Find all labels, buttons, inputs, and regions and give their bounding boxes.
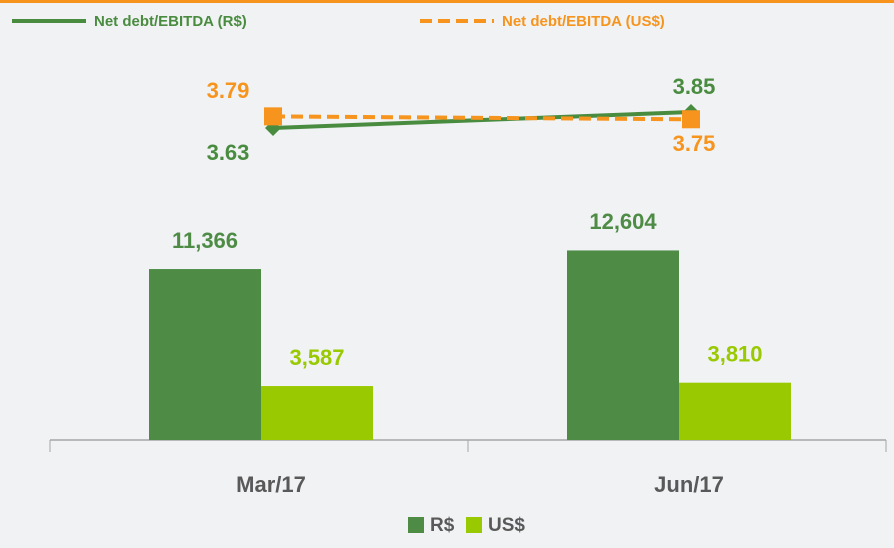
bar xyxy=(149,269,261,440)
bar-label: 12,604 xyxy=(589,209,657,234)
legend-label: Net debt/EBITDA (US$) xyxy=(502,13,665,30)
bar xyxy=(567,250,679,440)
legend-label: Net debt/EBITDA (R$) xyxy=(94,13,247,30)
top-border xyxy=(0,0,894,3)
bar xyxy=(261,386,373,440)
legend-swatch xyxy=(408,517,424,533)
bar-label: 3,587 xyxy=(289,345,344,370)
line-label: 3.79 xyxy=(207,78,250,103)
line xyxy=(272,110,692,130)
marker xyxy=(682,110,700,129)
legend-label: R$ xyxy=(430,515,455,536)
line-label: 3.75 xyxy=(673,131,716,156)
line xyxy=(272,114,692,122)
bar xyxy=(679,382,791,440)
marker xyxy=(264,107,282,126)
x-tick-label: Jun/17 xyxy=(654,472,724,497)
legend-label: US$ xyxy=(488,515,525,536)
bar-label: 11,366 xyxy=(172,228,238,253)
legend-swatch xyxy=(466,517,482,533)
bar-label: 3,810 xyxy=(707,342,762,367)
x-tick-label: Mar/17 xyxy=(236,472,306,497)
line-label: 3.85 xyxy=(673,74,716,99)
line-label: 3.63 xyxy=(207,140,250,165)
